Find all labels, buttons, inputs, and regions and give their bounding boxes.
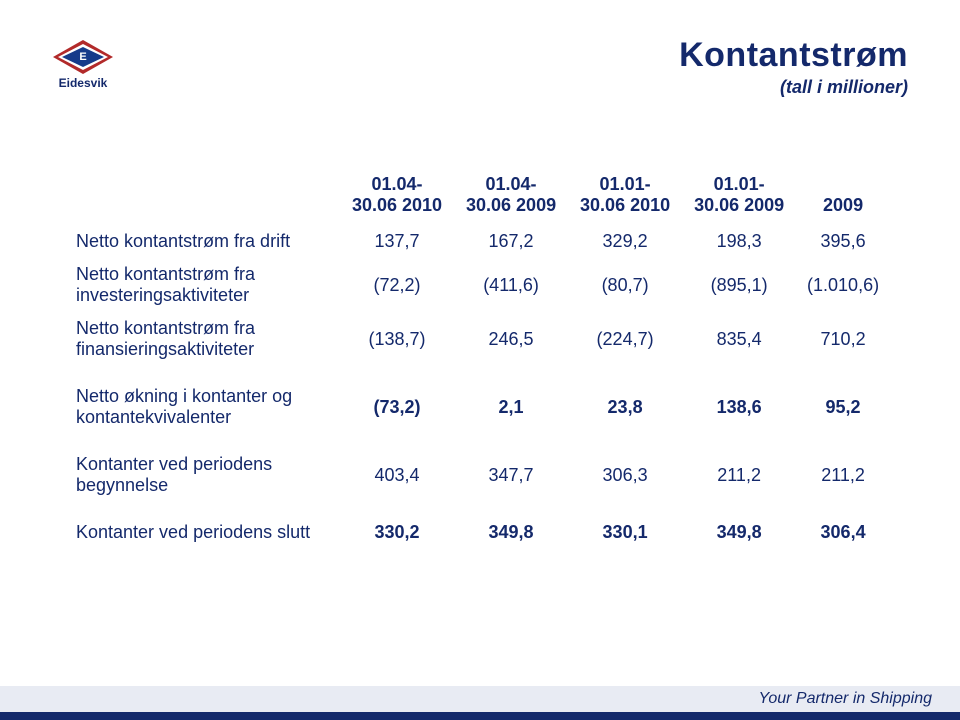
cell: 211,2 bbox=[796, 448, 890, 502]
company-logo: E Eidesvik bbox=[48, 40, 118, 90]
table-row: Netto kontantstrøm fra finansieringsakti… bbox=[70, 312, 890, 366]
cashflow-table-wrap: 01.04-30.06 2010 01.04-30.06 2009 01.01-… bbox=[70, 170, 890, 549]
cell: 347,7 bbox=[454, 448, 568, 502]
cell: 246,5 bbox=[454, 312, 568, 366]
row-label: Kontanter ved periodens slutt bbox=[70, 516, 340, 549]
cell: 137,7 bbox=[340, 225, 454, 258]
col-header: 01.01-30.06 2009 bbox=[682, 170, 796, 225]
cashflow-table: 01.04-30.06 2010 01.04-30.06 2009 01.01-… bbox=[70, 170, 890, 549]
logo-diamond: E bbox=[53, 40, 113, 74]
table-row: Netto kontantstrøm fra investeringsaktiv… bbox=[70, 258, 890, 312]
row-label: Netto kontantstrøm fra finansieringsakti… bbox=[70, 312, 340, 366]
cell: 198,3 bbox=[682, 225, 796, 258]
cell: (73,2) bbox=[340, 380, 454, 434]
table-row: Netto økning i kontanter og kontantekviv… bbox=[70, 380, 890, 434]
cell: 330,2 bbox=[340, 516, 454, 549]
slide-subtitle: (tall i millioner) bbox=[679, 77, 908, 98]
cell: (224,7) bbox=[568, 312, 682, 366]
cell: 167,2 bbox=[454, 225, 568, 258]
slide-title-block: Kontantstrøm (tall i millioner) bbox=[679, 36, 908, 98]
col-header: 01.04-30.06 2009 bbox=[454, 170, 568, 225]
cell: (80,7) bbox=[568, 258, 682, 312]
cell: 211,2 bbox=[682, 448, 796, 502]
cell: 395,6 bbox=[796, 225, 890, 258]
cell: 330,1 bbox=[568, 516, 682, 549]
cell: 23,8 bbox=[568, 380, 682, 434]
row-label: Netto kontantstrøm fra investeringsaktiv… bbox=[70, 258, 340, 312]
col-header: 01.04-30.06 2010 bbox=[340, 170, 454, 225]
cell: 349,8 bbox=[682, 516, 796, 549]
logo-letter: E bbox=[79, 52, 86, 63]
footer-bar-dark bbox=[0, 712, 960, 720]
cell: (72,2) bbox=[340, 258, 454, 312]
slide-title: Kontantstrøm bbox=[679, 36, 908, 75]
cell: 349,8 bbox=[454, 516, 568, 549]
col-header: 2009 bbox=[796, 170, 890, 225]
cell: (138,7) bbox=[340, 312, 454, 366]
cell: 710,2 bbox=[796, 312, 890, 366]
row-label: Kontanter ved periodens begynnelse bbox=[70, 448, 340, 502]
cell: 2,1 bbox=[454, 380, 568, 434]
cell: 306,3 bbox=[568, 448, 682, 502]
table-row: Netto kontantstrøm fra drift 137,7 167,2… bbox=[70, 225, 890, 258]
logo-company-name: Eidesvik bbox=[48, 76, 118, 90]
table-header-row: 01.04-30.06 2010 01.04-30.06 2009 01.01-… bbox=[70, 170, 890, 225]
row-label: Netto kontantstrøm fra drift bbox=[70, 225, 340, 258]
cell: (411,6) bbox=[454, 258, 568, 312]
cell: (1.010,6) bbox=[796, 258, 890, 312]
slide-footer: Your Partner in Shipping bbox=[0, 676, 960, 720]
cell: 95,2 bbox=[796, 380, 890, 434]
cell: (895,1) bbox=[682, 258, 796, 312]
cell: 329,2 bbox=[568, 225, 682, 258]
table-row: Kontanter ved periodens begynnelse 403,4… bbox=[70, 448, 890, 502]
cell: 306,4 bbox=[796, 516, 890, 549]
table-row: Kontanter ved periodens slutt 330,2 349,… bbox=[70, 516, 890, 549]
cell: 835,4 bbox=[682, 312, 796, 366]
cell: 138,6 bbox=[682, 380, 796, 434]
footer-tagline: Your Partner in Shipping bbox=[759, 690, 932, 708]
col-header: 01.01-30.06 2010 bbox=[568, 170, 682, 225]
row-label: Netto økning i kontanter og kontantekviv… bbox=[70, 380, 340, 434]
cell: 403,4 bbox=[340, 448, 454, 502]
